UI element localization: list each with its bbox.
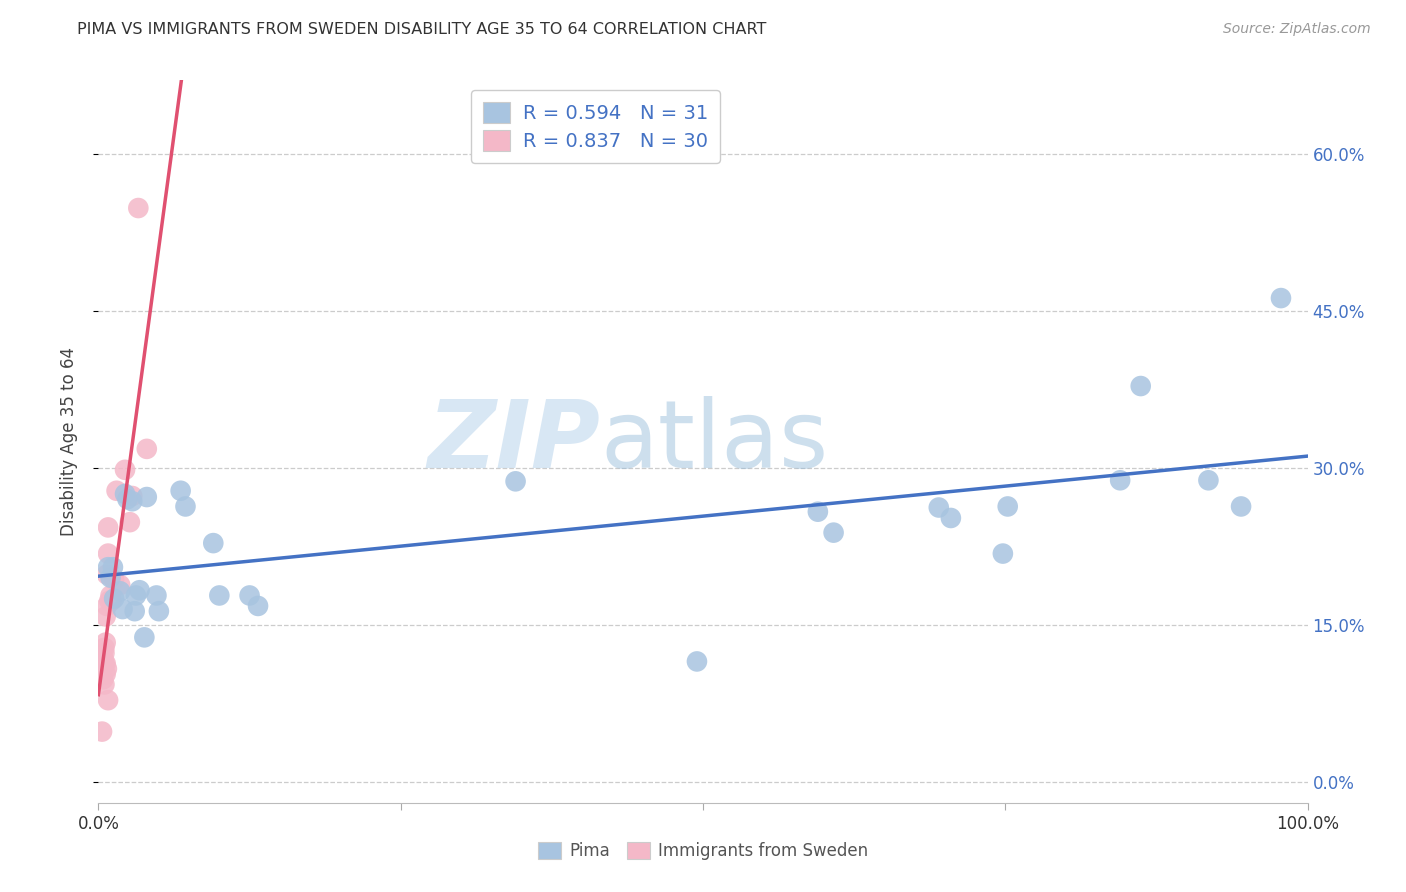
Point <box>121 489 143 503</box>
Point <box>505 475 527 489</box>
Point <box>91 651 114 665</box>
Point <box>134 631 156 645</box>
Point <box>98 593 121 607</box>
Point <box>100 571 122 585</box>
Point <box>97 547 120 561</box>
Point <box>127 201 149 215</box>
Point <box>823 525 845 540</box>
Y-axis label: Disability Age 35 to 64: Disability Age 35 to 64 <box>59 347 77 536</box>
Point <box>125 589 148 603</box>
Point <box>135 442 157 456</box>
Point <box>93 640 115 655</box>
Point <box>1109 473 1132 487</box>
Point <box>100 589 122 603</box>
Point <box>124 604 146 618</box>
Point <box>145 589 167 603</box>
Point <box>1197 473 1219 487</box>
Point <box>1270 291 1292 305</box>
Point <box>247 599 270 613</box>
Point <box>105 483 128 498</box>
Point <box>91 672 114 686</box>
Point <box>96 662 118 676</box>
Point <box>202 536 225 550</box>
Point <box>101 560 124 574</box>
Point <box>997 500 1019 514</box>
Text: atlas: atlas <box>600 395 828 488</box>
Point <box>174 500 197 514</box>
Point <box>97 560 120 574</box>
Point <box>94 635 117 649</box>
Point <box>103 573 125 587</box>
Point <box>128 583 150 598</box>
Point <box>928 500 950 515</box>
Point <box>121 494 143 508</box>
Point <box>93 646 115 660</box>
Point <box>686 655 709 669</box>
Legend: Pima, Immigrants from Sweden: Pima, Immigrants from Sweden <box>531 835 875 867</box>
Point <box>991 547 1014 561</box>
Point <box>135 490 157 504</box>
Text: PIMA VS IMMIGRANTS FROM SWEDEN DISABILITY AGE 35 TO 64 CORRELATION CHART: PIMA VS IMMIGRANTS FROM SWEDEN DISABILIT… <box>77 22 766 37</box>
Point <box>939 511 962 525</box>
Text: Source: ZipAtlas.com: Source: ZipAtlas.com <box>1223 22 1371 37</box>
Point <box>94 657 117 671</box>
Point <box>103 591 125 606</box>
Point <box>239 589 262 603</box>
Point <box>94 609 117 624</box>
Point <box>114 463 136 477</box>
Point <box>108 584 131 599</box>
Point <box>94 667 117 681</box>
Point <box>114 487 136 501</box>
Point <box>91 724 114 739</box>
Point <box>96 567 118 582</box>
Point <box>93 657 115 671</box>
Text: ZIP: ZIP <box>427 395 600 488</box>
Point <box>1129 379 1152 393</box>
Point <box>97 693 120 707</box>
Point <box>169 483 191 498</box>
Point <box>148 604 170 618</box>
Point <box>118 515 141 529</box>
Point <box>1230 500 1253 514</box>
Point <box>96 599 118 613</box>
Point <box>117 492 139 507</box>
Point <box>807 505 830 519</box>
Point <box>108 578 131 592</box>
Point <box>111 602 134 616</box>
Point <box>93 677 115 691</box>
Point <box>100 593 122 607</box>
Point <box>97 520 120 534</box>
Point <box>208 589 231 603</box>
